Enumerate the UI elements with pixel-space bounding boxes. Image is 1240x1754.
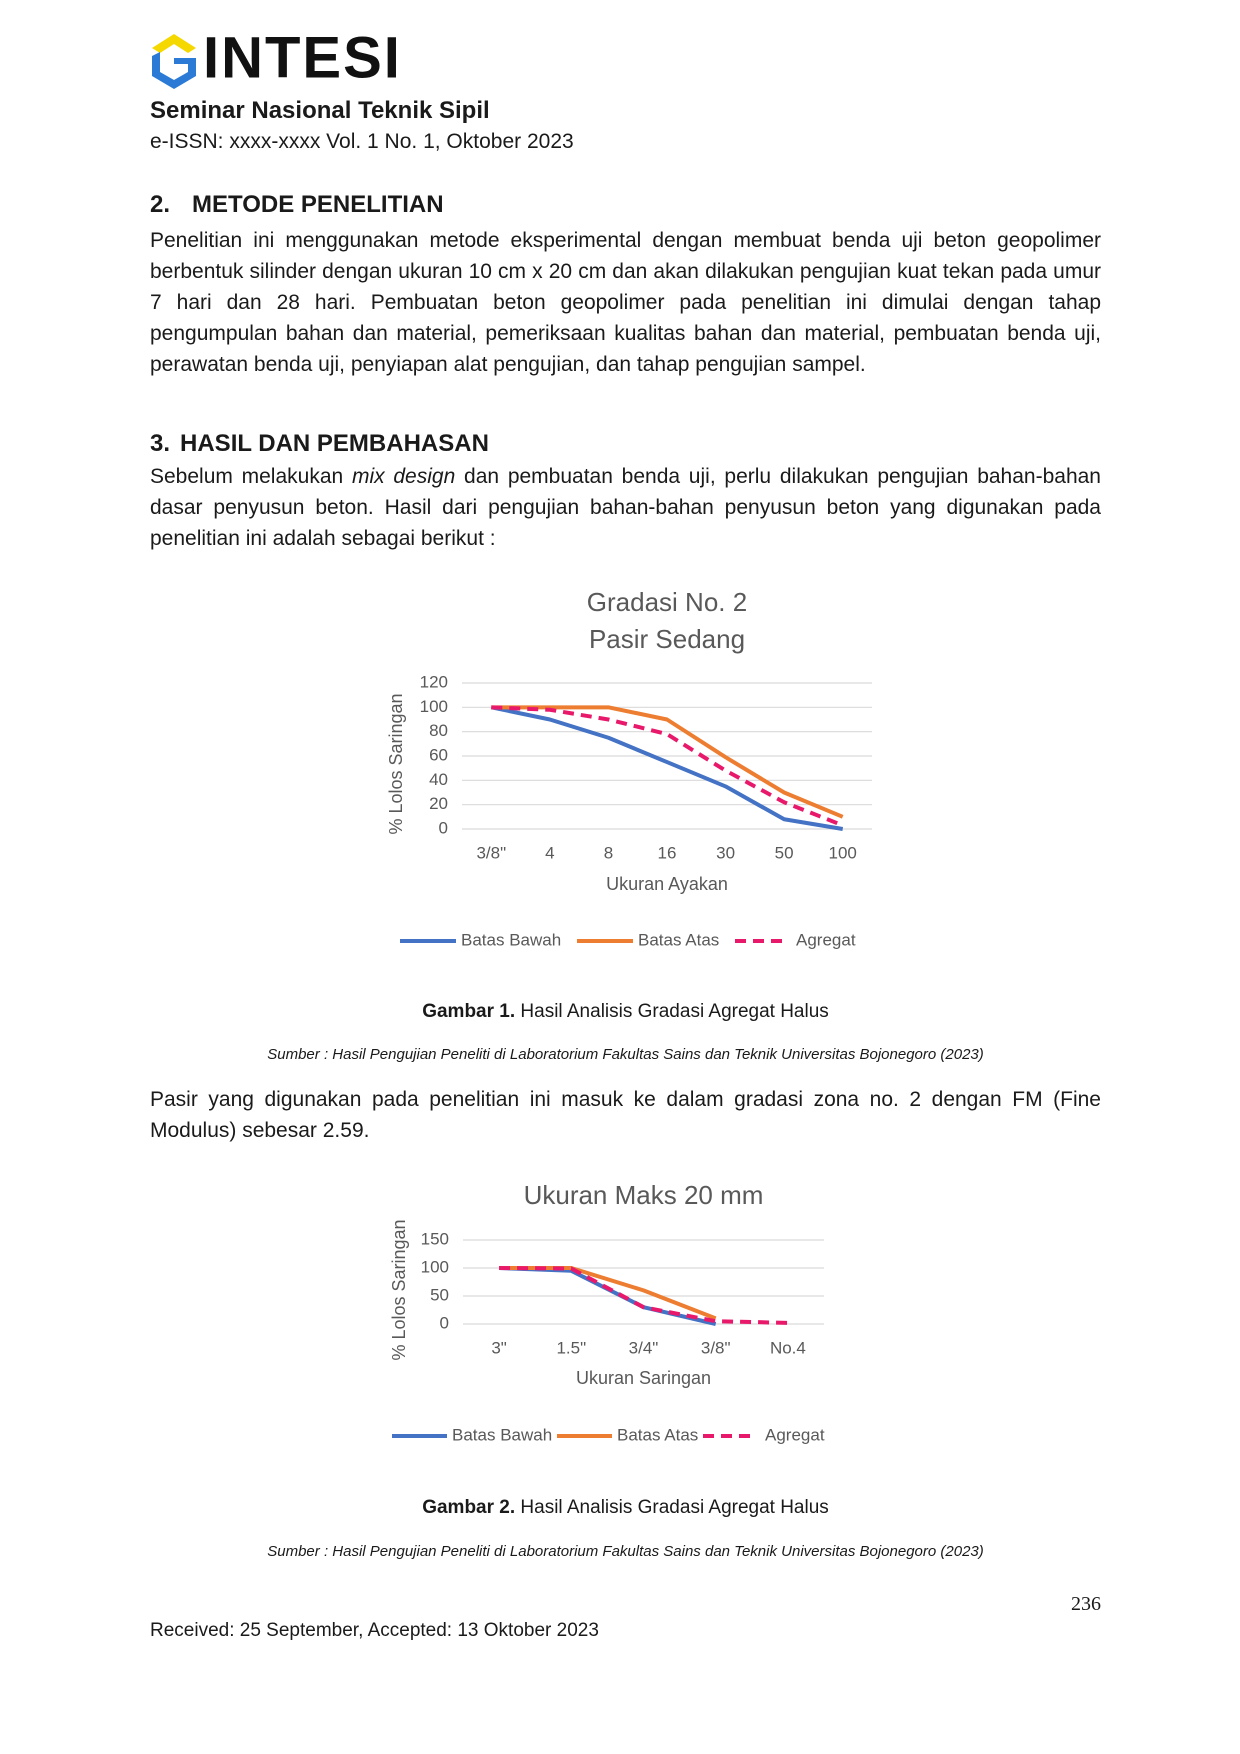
- caption: Gambar 2. Hasil Analisis Gradasi Agregat…: [150, 1497, 1101, 1519]
- section-title: METODE PENELITIAN: [192, 191, 444, 218]
- legend-label: Agregat: [765, 1425, 825, 1444]
- x-tick-label: 1.5": [556, 1338, 586, 1357]
- x-axis-label: Ukuran Ayakan: [606, 874, 728, 894]
- y-tick-label: 50: [430, 1285, 449, 1304]
- issn: e-ISSN: xxxx-xxxx Vol. 1 No. 1, Oktober …: [150, 130, 574, 153]
- x-tick-label: 4: [545, 843, 554, 862]
- chart-title: Ukuran Maks 20 mm: [524, 1180, 764, 1210]
- y-tick-label: 80: [429, 721, 448, 740]
- section-number: 2.: [150, 191, 171, 218]
- caption-label: Gambar 1.: [422, 1001, 516, 1022]
- section-number: 3.: [150, 430, 171, 457]
- x-tick-label: 50: [775, 843, 794, 862]
- y-axis-label: % Lolos Saringan: [386, 693, 406, 834]
- legend-label: Batas Atas: [617, 1425, 698, 1444]
- y-tick-label: 120: [420, 672, 448, 691]
- legend-label: Batas Bawah: [461, 930, 561, 949]
- source: Sumber : Hasil Pengujian Peneliti di Lab…: [267, 1543, 984, 1560]
- caption-text: Hasil Analisis Gradasi Agregat Halus: [520, 1497, 829, 1518]
- paragraph: Sebelum melakukan mix design dan pembuat…: [150, 461, 1101, 554]
- series-line: [499, 1266, 717, 1321]
- series-line: [491, 705, 844, 819]
- legend-label: Batas Bawah: [452, 1425, 552, 1444]
- legend-label: Agregat: [796, 930, 856, 949]
- y-tick-label: 20: [429, 794, 448, 813]
- text-italic: mix design: [351, 465, 456, 488]
- series-line: [490, 705, 844, 831]
- x-tick-label: 8: [604, 843, 613, 862]
- y-tick-label: 150: [421, 1229, 449, 1248]
- y-tick-label: 100: [421, 1257, 449, 1276]
- source: Sumber : Hasil Pengujian Peneliti di Lab…: [267, 1046, 984, 1063]
- series-line: [491, 705, 844, 828]
- journal-title: Seminar Nasional Teknik Sipil: [150, 97, 490, 124]
- paragraph: Pasir yang digunakan pada penelitian ini…: [150, 1088, 1101, 1142]
- y-tick-label: 100: [420, 697, 448, 716]
- section-heading: 2. METODE PENELITIAN: [150, 191, 1101, 219]
- y-tick-label: 0: [439, 818, 448, 837]
- series-line: [499, 1266, 788, 1325]
- logo: INTESI: [152, 25, 400, 90]
- caption-text: Hasil Analisis Gradasi Agregat Halus: [520, 1001, 829, 1022]
- x-tick-label: 3": [491, 1338, 507, 1357]
- x-tick-label: 16: [658, 843, 677, 862]
- x-tick-label: 30: [716, 843, 735, 862]
- text: Sebelum melakukan: [150, 465, 352, 488]
- text: dan pembuatan benda uji, perlu dilakukan…: [150, 465, 1101, 550]
- x-tick-label: 3/8": [701, 1338, 731, 1357]
- x-tick-label: 100: [829, 843, 857, 862]
- y-tick-label: 40: [429, 770, 448, 789]
- x-axis-label: Ukuran Saringan: [576, 1368, 711, 1388]
- caption-label: Gambar 2.: [422, 1497, 516, 1518]
- footer: Received: 25 September, Accepted: 13 Okt…: [150, 1620, 599, 1641]
- section-title: HASIL DAN PEMBAHASAN: [180, 430, 489, 457]
- y-tick-label: 0: [440, 1313, 449, 1332]
- chart-subtitle: Pasir Sedang: [589, 624, 745, 654]
- x-tick-label: No.4: [770, 1338, 806, 1357]
- caption: Gambar 1. Hasil Analisis Gradasi Agregat…: [150, 1001, 1101, 1023]
- logo-text: INTESI: [203, 25, 400, 90]
- legend-label: Batas Atas: [638, 930, 719, 949]
- paragraph: Penelitian ini menggunakan metode eksper…: [150, 229, 1101, 376]
- page-number: 236: [1071, 1593, 1101, 1615]
- y-tick-label: 60: [429, 745, 448, 764]
- x-tick-label: 3/4": [629, 1338, 659, 1357]
- x-tick-label: 3/8": [476, 843, 506, 862]
- y-axis-label: % Lolos Saringan: [389, 1219, 409, 1360]
- chart-title: Gradasi No. 2: [587, 587, 747, 617]
- section-heading: 3. HASIL DAN PEMBAHASAN: [150, 430, 1101, 458]
